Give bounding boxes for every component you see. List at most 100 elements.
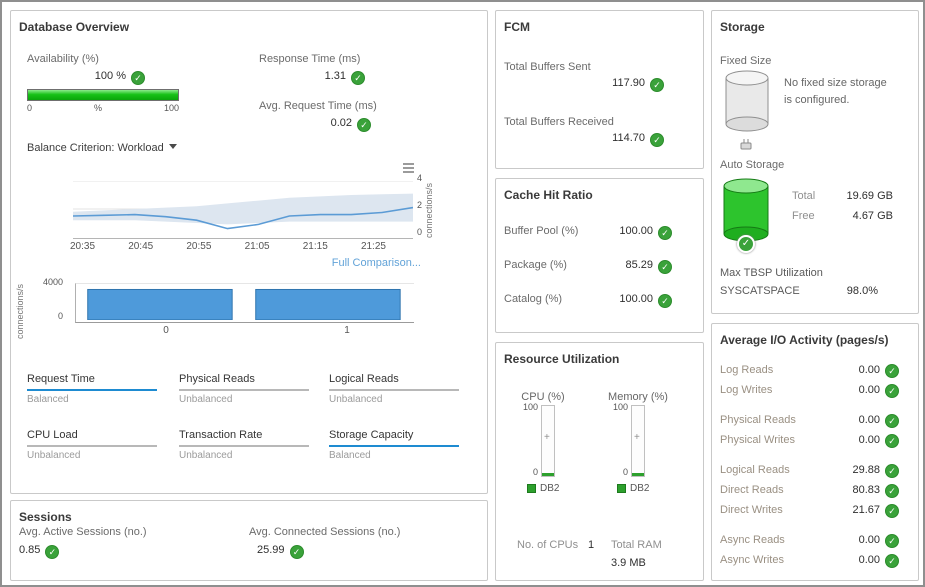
active-sessions-label: Avg. Active Sessions (no.) <box>19 526 147 538</box>
ok-check-icon <box>737 235 755 253</box>
bar-category-label: 1 <box>344 325 350 336</box>
connections-bar-chart[interactable] <box>75 283 414 323</box>
tile-status: Balanced <box>27 394 69 405</box>
panel-io-activity: Average I/O Activity (pages/s) Log Reads… <box>711 323 919 581</box>
connected-sessions-label: Avg. Connected Sessions (no.) <box>249 526 401 538</box>
catalog-label: Catalog (%) <box>504 293 563 305</box>
tile-underline <box>27 389 157 391</box>
avg-request-time-label: Avg. Request Time (ms) <box>259 100 377 112</box>
bar-chart-ylabel: connections/s <box>15 283 25 339</box>
memory-gauge-legend: DB2 <box>617 483 649 494</box>
num-cpus-value: 1 <box>588 539 595 551</box>
full-comparison-link[interactable]: Full Comparison... <box>331 257 421 269</box>
tbsp-name: SYSCATSPACE <box>720 285 800 297</box>
line-chart-ytick: 4 <box>417 173 423 183</box>
bar-chart-ytick: 4000 <box>42 277 63 287</box>
catalog-value: 100.00 <box>619 293 672 308</box>
tile-underline <box>27 445 157 447</box>
ok-check-icon <box>885 384 899 398</box>
memory-gauge-label: Memory (%) <box>608 391 668 403</box>
ok-check-icon <box>885 464 899 478</box>
cache-hit-ratio-title: Cache Hit Ratio <box>504 188 593 202</box>
num-cpus-label: No. of CPUs <box>517 539 579 551</box>
ok-check-icon <box>289 545 304 559</box>
tile-name: Logical Reads <box>329 373 399 385</box>
metric-tile-logical-reads[interactable]: Logical Reads Unbalanced <box>329 373 459 405</box>
package-label: Package (%) <box>504 259 567 271</box>
ok-check-icon <box>357 118 371 132</box>
avg-request-time-value: 0.02 <box>259 117 371 132</box>
io-row-log-writes: Log Writes 0.00 <box>720 384 918 398</box>
avg-request-time-value-text: 0.02 <box>330 117 352 129</box>
tile-name: Physical Reads <box>179 373 255 385</box>
ok-check-icon <box>658 226 672 240</box>
buffers-received-value: 114.70 <box>612 132 664 147</box>
metric-tile-transaction-rate[interactable]: Transaction Rate Unbalanced <box>179 429 309 461</box>
metric-tile-cpu-load[interactable]: CPU Load Unbalanced <box>27 429 157 461</box>
metric-tile-physical-reads[interactable]: Physical Reads Unbalanced <box>179 373 309 405</box>
x-tick: 21:15 <box>302 241 328 252</box>
ok-check-icon <box>131 71 145 85</box>
tile-underline <box>329 389 459 391</box>
line-chart-ytick: 0 <box>417 227 423 237</box>
availability-value-text: 100 % <box>94 70 126 82</box>
balance-criterion-dropdown[interactable]: Balance Criterion: Workload <box>27 142 177 154</box>
auto-storage-free-label: Free <box>792 210 815 222</box>
io-row-direct-writes: Direct Writes 21.67 <box>720 504 918 518</box>
io-row-logical-reads: Logical Reads 29.88 <box>720 464 918 478</box>
connected-sessions-value: 25.99 <box>257 544 304 559</box>
memory-gauge-max: 100 <box>612 402 628 412</box>
auto-storage-label: Auto Storage <box>720 159 785 171</box>
ok-check-icon <box>885 484 899 498</box>
storage-title: Storage <box>720 20 765 34</box>
panel-database-overview: Database Overview Availability (%) 100 %… <box>10 10 488 494</box>
bar-chart-svg <box>87 288 401 321</box>
response-time-label: Response Time (ms) <box>259 53 361 65</box>
tile-status: Unbalanced <box>329 394 383 405</box>
cpu-gauge-min: 0 <box>532 467 538 477</box>
panel-fcm: FCM Total Buffers Sent 117.90 Total Buff… <box>495 10 704 169</box>
cpu-gauge-legend: DB2 <box>527 483 559 494</box>
bar-chart-ytick: 0 <box>57 311 63 321</box>
fixed-size-label: Fixed Size <box>720 55 772 67</box>
panel-storage: Storage Fixed Size No fixed size storage… <box>711 10 919 314</box>
tile-status: Unbalanced <box>27 450 81 461</box>
response-time-value-text: 1.31 <box>324 70 346 82</box>
ok-check-icon <box>885 434 899 448</box>
ok-check-icon <box>658 294 672 308</box>
availability-gauge <box>27 89 179 101</box>
panel-cache-hit-ratio: Cache Hit Ratio Buffer Pool (%) 100.00 P… <box>495 178 704 333</box>
io-row-physical-reads: Physical Reads 0.00 <box>720 414 918 428</box>
tile-underline <box>179 445 309 447</box>
tile-name: Storage Capacity <box>329 429 414 441</box>
package-value: 85.29 <box>625 259 672 274</box>
buffers-sent-value: 117.90 <box>612 77 664 92</box>
metric-tile-request-time[interactable]: Request Time Balanced <box>27 373 157 405</box>
panel-sessions: Sessions Avg. Active Sessions (no.) 0.85… <box>10 500 488 581</box>
ok-check-icon <box>885 504 899 518</box>
tile-underline <box>179 389 309 391</box>
x-tick: 21:05 <box>244 241 270 252</box>
ok-check-icon <box>650 78 664 92</box>
bar-category-label: 0 <box>163 325 169 336</box>
io-activity-title: Average I/O Activity (pages/s) <box>720 333 889 347</box>
metric-tile-storage-capacity[interactable]: Storage Capacity Balanced <box>329 429 459 461</box>
tile-underline <box>329 445 459 447</box>
total-ram-value: 3.9 MB <box>611 557 646 569</box>
sessions-title: Sessions <box>19 510 72 524</box>
tile-status: Balanced <box>329 450 371 461</box>
legend-swatch-icon <box>527 484 536 493</box>
connections-line-chart[interactable] <box>72 180 414 239</box>
memory-utilization-gauge <box>631 405 645 477</box>
auto-storage-free-value: 4.67 GB <box>852 210 893 222</box>
io-row-async-reads: Async Reads 0.00 <box>720 534 918 548</box>
x-tick: 20:45 <box>128 241 154 252</box>
chart-options-icon[interactable] <box>402 162 417 176</box>
resource-utilization-title: Resource Utilization <box>504 352 620 366</box>
buffers-received-label: Total Buffers Received <box>504 116 614 128</box>
total-ram-label: Total RAM <box>611 539 662 551</box>
line-chart-xticks: 20:35 20:45 20:55 21:05 21:15 21:25 <box>70 241 386 252</box>
x-tick: 21:25 <box>360 241 386 252</box>
auto-storage-cylinder-icon <box>723 178 769 242</box>
